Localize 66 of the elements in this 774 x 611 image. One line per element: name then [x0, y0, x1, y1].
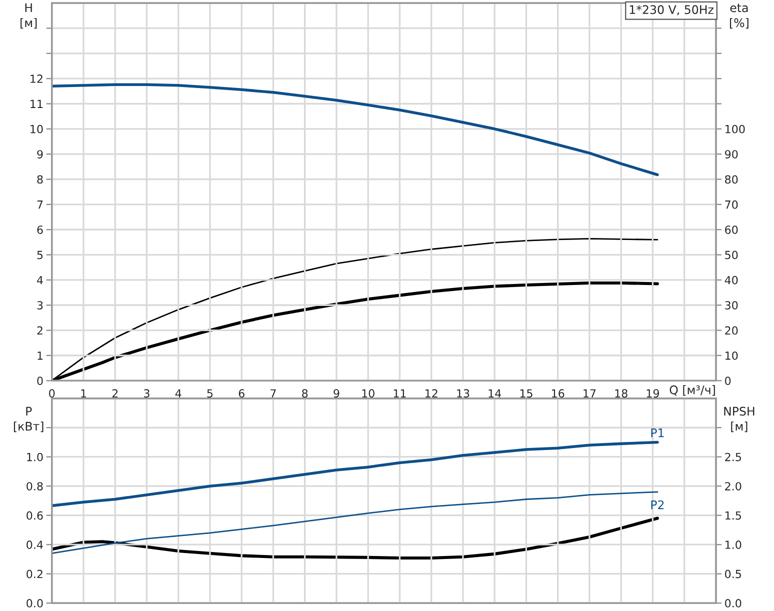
y2-tick-label: 90: [724, 150, 738, 158]
y-tick-label: 9: [37, 150, 43, 158]
x-tick-label: 17: [584, 389, 596, 398]
y-tick-label: 2: [37, 326, 42, 335]
x-tick-label: 0: [49, 389, 55, 398]
y-tick-label: 6: [37, 226, 43, 234]
x-tick-label: 13: [457, 389, 470, 398]
x-tick-label: 18: [615, 389, 628, 398]
y-tick-label: 4: [37, 276, 43, 284]
x-axis-title: Q [м³/ч]: [670, 385, 715, 396]
y-axis-title: P [кВт]: [14, 406, 44, 432]
y-tick-label: 12: [30, 74, 42, 83]
annotation: 1*230 V, 50Hz: [630, 5, 714, 16]
x-tick-label: 14: [488, 389, 502, 398]
y2-tick-label: 10: [726, 351, 738, 360]
y2-tick-label: 50: [725, 250, 738, 260]
y2-tick-label: 0.0: [725, 599, 742, 608]
x-tick-label: 8: [302, 389, 308, 398]
y-tick-label: 0.4: [26, 540, 43, 549]
series-label: P1: [651, 428, 664, 438]
y2-tick-label: 1.5: [726, 511, 741, 520]
y2-tick-label: 80: [725, 175, 738, 184]
y2-tick-label: 2.0: [725, 482, 742, 490]
x-tick-label: 12: [425, 389, 438, 398]
x-tick-label: 16: [552, 389, 564, 398]
x-tick-label: 2: [112, 389, 118, 398]
x-tick-label: 1: [81, 389, 86, 398]
y-tick-label: 11: [30, 100, 42, 108]
x-tick-label: 19: [646, 389, 659, 398]
y-tick-label: 8: [37, 175, 43, 184]
x-tick-label: 11: [394, 389, 406, 398]
x-tick-label: 6: [238, 389, 244, 398]
line-series: [52, 83, 659, 176]
line-series: [52, 516, 659, 560]
y2-tick-label: 60: [725, 226, 738, 234]
y-tick-label: 3: [37, 301, 43, 310]
y2-tick-label: 1.0: [726, 540, 742, 549]
x-tick-label: 9: [334, 389, 340, 398]
y-tick-label: 0: [37, 376, 43, 386]
y-axis-title: H [м]: [20, 3, 37, 29]
x-tick-label: 7: [270, 389, 276, 398]
x-tick-label: 5: [207, 389, 213, 398]
y2-tick-label: 20: [725, 326, 738, 335]
x-tick-label: 4: [175, 389, 182, 398]
y-tick-label: 10: [30, 124, 43, 134]
series-label: P2: [651, 500, 664, 510]
y2-axis-title: eta [%]: [730, 4, 748, 29]
x-tick-label: 15: [520, 389, 532, 398]
x-tick-label: 10: [362, 389, 374, 398]
y-tick-label: 0.6: [26, 511, 43, 520]
y2-tick-label: 40: [724, 276, 738, 284]
y-tick-label: 0.2: [26, 570, 42, 578]
y2-tick-label: 2.5: [725, 452, 741, 462]
y2-tick-label: 70: [725, 200, 738, 209]
x-tick-label: 3: [144, 389, 150, 398]
y2-tick-label: 0.5: [725, 570, 741, 578]
y-tick-label: 1: [38, 352, 42, 360]
y2-axis-title: NPSH [м]: [724, 406, 754, 432]
y-tick-label: 1.0: [27, 452, 43, 462]
y2-tick-label: 0: [725, 376, 731, 386]
y-tick-label: 0.0: [26, 599, 43, 608]
y-tick-label: 5: [37, 250, 43, 260]
y-tick-label: 7: [37, 200, 43, 209]
y2-tick-label: 30: [725, 301, 738, 310]
y-tick-label: 0.8: [26, 482, 43, 490]
y2-tick-label: 100: [726, 124, 745, 134]
